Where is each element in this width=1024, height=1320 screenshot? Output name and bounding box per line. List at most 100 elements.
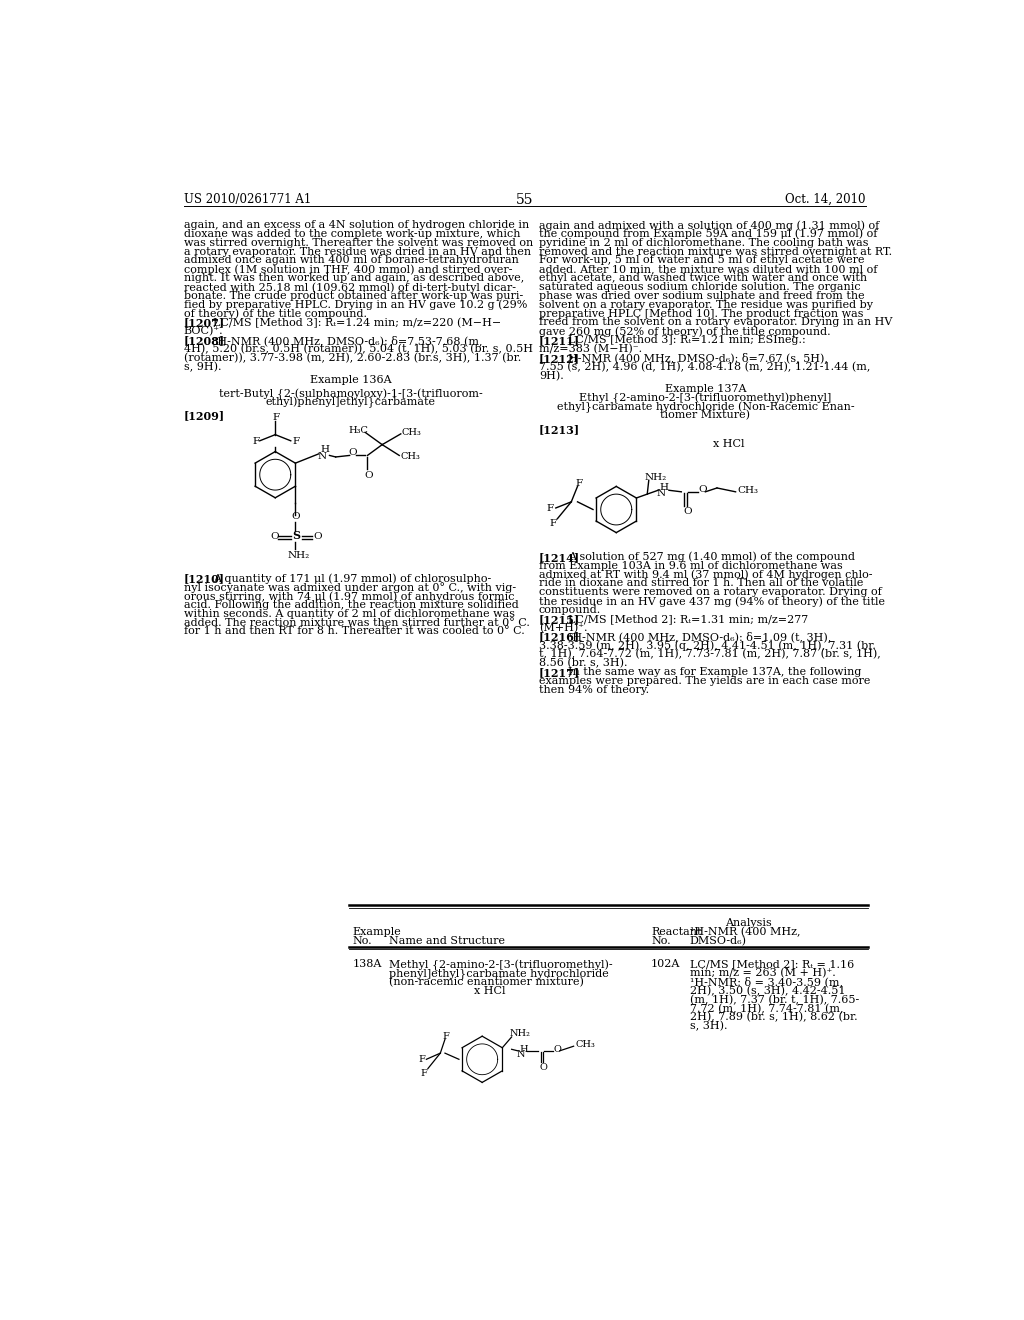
Text: F: F [547,504,554,513]
Text: dioxane was added to the complete work-up mixture, which: dioxane was added to the complete work-u… [183,228,520,239]
Text: s, 9H).: s, 9H). [183,362,221,372]
Text: a rotary evaporator. The residue was dried in an HV and then: a rotary evaporator. The residue was dri… [183,247,530,256]
Text: was stirred overnight. Thereafter the solvent was removed on: was stirred overnight. Thereafter the so… [183,238,534,248]
Text: [1209]: [1209] [183,411,225,421]
Text: Example: Example [352,927,401,937]
Text: 7.55 (s, 2H), 4.96 (d, 1H), 4.08-4.18 (m, 2H), 1.21-1.44 (m,: 7.55 (s, 2H), 4.96 (d, 1H), 4.08-4.18 (m… [539,362,870,372]
Text: No.: No. [651,936,671,946]
Text: ride in dioxane and stirred for 1 h. Then all of the volatile: ride in dioxane and stirred for 1 h. The… [539,578,863,589]
Text: NH₂: NH₂ [288,550,310,560]
Text: H: H [519,1044,528,1053]
Text: within seconds. A quantity of 2 ml of dichloromethane was: within seconds. A quantity of 2 ml of di… [183,609,515,619]
Text: US 2010/0261771 A1: US 2010/0261771 A1 [183,193,311,206]
Text: solvent on a rotary evaporator. The residue was purified by: solvent on a rotary evaporator. The resi… [539,300,872,310]
Text: F: F [252,437,259,446]
Text: H₃C: H₃C [348,426,368,436]
Text: [1213]: [1213] [539,424,580,434]
Text: O: O [313,532,322,541]
Text: x HCl: x HCl [474,986,506,995]
Text: preparative HPLC [Method 10]. The product fraction was: preparative HPLC [Method 10]. The produc… [539,309,863,318]
Text: the residue in an HV gave 437 mg (94% of theory) of the title: the residue in an HV gave 437 mg (94% of… [539,597,885,607]
Text: complex (1M solution in THF, 400 mmol) and stirred over-: complex (1M solution in THF, 400 mmol) a… [183,264,512,275]
Text: O: O [540,1063,548,1072]
Text: DMSO-d₆): DMSO-d₆) [690,936,746,946]
Text: bonate. The crude product obtained after work-up was puri-: bonate. The crude product obtained after… [183,290,523,301]
Text: Name and Structure: Name and Structure [389,936,505,946]
Text: 2H), 7.89 (br. s, 1H), 8.62 (br.: 2H), 7.89 (br. s, 1H), 8.62 (br. [690,1012,857,1023]
Text: phenyl]ethyl}carbamate hydrochloride: phenyl]ethyl}carbamate hydrochloride [389,968,609,979]
Text: ¹H-NMR (400 MHz, DMSO-d₆): δ=7.53-7.68 (m,: ¹H-NMR (400 MHz, DMSO-d₆): δ=7.53-7.68 (… [213,335,482,346]
Text: 8.56 (br. s, 3H).: 8.56 (br. s, 3H). [539,659,628,668]
Text: LC/MS [Method 3]: Rₜ=1.21 min; ESIneg.:: LC/MS [Method 3]: Rₜ=1.21 min; ESIneg.: [568,335,806,345]
Text: Methyl {2-amino-2-[3-(trifluoromethyl)-: Methyl {2-amino-2-[3-(trifluoromethyl)- [389,960,612,970]
Text: H-NMR (400 MHz, DMSO-d₆): δ=7.67 (s, 5H),: H-NMR (400 MHz, DMSO-d₆): δ=7.67 (s, 5H)… [568,352,828,363]
Text: [1208]: [1208] [183,335,225,346]
Text: ethyl}carbamate hydrochloride (Non-Racemic Enan-: ethyl}carbamate hydrochloride (Non-Racem… [557,401,854,413]
Text: CH₃: CH₃ [737,486,758,495]
Text: O: O [348,449,356,458]
Text: F: F [442,1032,450,1041]
Text: x HCl: x HCl [713,438,744,449]
Text: O: O [553,1044,561,1053]
Text: night. It was then worked up and again, as described above,: night. It was then worked up and again, … [183,273,524,282]
Text: O: O [365,471,373,480]
Text: F: F [420,1069,427,1077]
Text: O: O [698,484,707,494]
Text: orous stirring, with 74 μl (1.97 mmol) of anhydrous formic: orous stirring, with 74 μl (1.97 mmol) o… [183,591,514,602]
Text: CH₃: CH₃ [400,453,420,462]
Text: added. After 10 min, the mixture was diluted with 100 ml of: added. After 10 min, the mixture was dil… [539,264,878,275]
Text: s, 3H).: s, 3H). [690,1022,727,1031]
Text: LC/MS [Method 3]: Rₜ=1.24 min; m/z=220 (M−H−: LC/MS [Method 3]: Rₜ=1.24 min; m/z=220 (… [213,317,502,327]
Text: In the same way as for Example 137A, the following: In the same way as for Example 137A, the… [568,667,861,677]
Text: N: N [516,1051,524,1059]
Text: No.: No. [352,936,373,946]
Text: phase was dried over sodium sulphate and freed from the: phase was dried over sodium sulphate and… [539,290,864,301]
Text: [1215]: [1215] [539,614,580,624]
Text: NH₂: NH₂ [644,473,667,482]
Text: CH₃: CH₃ [401,428,422,437]
Text: gave 260 mg (52% of theory) of the title compound.: gave 260 mg (52% of theory) of the title… [539,326,830,337]
Text: again and admixed with a solution of 400 mg (1.31 mmol) of: again and admixed with a solution of 400… [539,220,879,231]
Text: N: N [656,488,666,498]
Text: H: H [321,445,329,454]
Text: again, and an excess of a 4N solution of hydrogen chloride in: again, and an excess of a 4N solution of… [183,220,529,230]
Text: admixed at RT with 9.4 ml (37 mmol) of 4M hydrogen chlo-: admixed at RT with 9.4 ml (37 mmol) of 4… [539,570,872,581]
Text: Example 136A: Example 136A [309,375,391,385]
Text: 7.72 (m, 1H), 7.74-7.81 (m,: 7.72 (m, 1H), 7.74-7.81 (m, [690,1003,844,1014]
Text: ¹H-NMR: δ = 3.40-3.59 (m,: ¹H-NMR: δ = 3.40-3.59 (m, [690,977,843,987]
Text: 3.38-3.59 (m, 2H), 3.95 (q, 2H), 4.41-4.51 (m, 1H), 7.31 (br.: 3.38-3.59 (m, 2H), 3.95 (q, 2H), 4.41-4.… [539,640,876,651]
Text: BOC)⁺.: BOC)⁺. [183,326,223,337]
Text: O: O [292,512,300,521]
Text: LC/MS [Method 2]: Rₜ=1.31 min; m/z=277: LC/MS [Method 2]: Rₜ=1.31 min; m/z=277 [568,614,809,624]
Text: freed from the solvent on a rotary evaporator. Drying in an HV: freed from the solvent on a rotary evapo… [539,317,892,327]
Text: for 1 h and then RT for 8 h. Thereafter it was cooled to 0° C.: for 1 h and then RT for 8 h. Thereafter … [183,627,524,636]
Text: constituents were removed on a rotary evaporator. Drying of: constituents were removed on a rotary ev… [539,587,882,597]
Text: [1214]: [1214] [539,552,580,562]
Text: reacted with 25.18 ml (109.62 mmol) of di-tert-butyl dicar-: reacted with 25.18 ml (109.62 mmol) of d… [183,282,516,293]
Text: 102A: 102A [651,960,681,969]
Text: O: O [270,532,280,541]
Text: ¹H-NMR (400 MHz,: ¹H-NMR (400 MHz, [690,927,801,937]
Text: [1207]: [1207] [183,317,225,329]
Text: tert-Butyl {2-(sulphamoyloxy)-1-[3-(trifluorom-: tert-Butyl {2-(sulphamoyloxy)-1-[3-(trif… [218,388,482,400]
Text: F: F [292,437,299,446]
Text: [1212]: [1212] [539,352,580,364]
Text: For work-up, 5 ml of water and 5 ml of ethyl acetate were: For work-up, 5 ml of water and 5 ml of e… [539,256,864,265]
Text: [1210]: [1210] [183,573,225,585]
Text: 138A: 138A [352,960,382,969]
Text: H: H [659,483,669,491]
Text: CH₃: CH₃ [575,1040,595,1049]
Text: (M+H)⁺.: (M+H)⁺. [539,623,587,634]
Text: F: F [575,479,583,487]
Text: ethyl acetate, and washed twice with water and once with: ethyl acetate, and washed twice with wat… [539,273,867,282]
Text: O: O [683,507,691,516]
Text: removed and the reaction mixture was stirred overnight at RT.: removed and the reaction mixture was sti… [539,247,892,256]
Text: [1216]: [1216] [539,631,580,643]
Text: Analysis: Analysis [725,917,771,928]
Text: pyridine in 2 ml of dichloromethane. The cooling bath was: pyridine in 2 ml of dichloromethane. The… [539,238,868,248]
Text: (m, 1H), 7.37 (br. t, 1H), 7.65-: (m, 1H), 7.37 (br. t, 1H), 7.65- [690,995,859,1005]
Text: of theory) of the title compound.: of theory) of the title compound. [183,309,367,319]
Text: A quantity of 171 μl (1.97 mmol) of chlorosulpho-: A quantity of 171 μl (1.97 mmol) of chlo… [213,573,492,583]
Text: fied by preparative HPLC. Drying in an HV gave 10.2 g (29%: fied by preparative HPLC. Drying in an H… [183,300,527,310]
Text: LC/MS [Method 2]: Rₜ = 1.16: LC/MS [Method 2]: Rₜ = 1.16 [690,960,854,969]
